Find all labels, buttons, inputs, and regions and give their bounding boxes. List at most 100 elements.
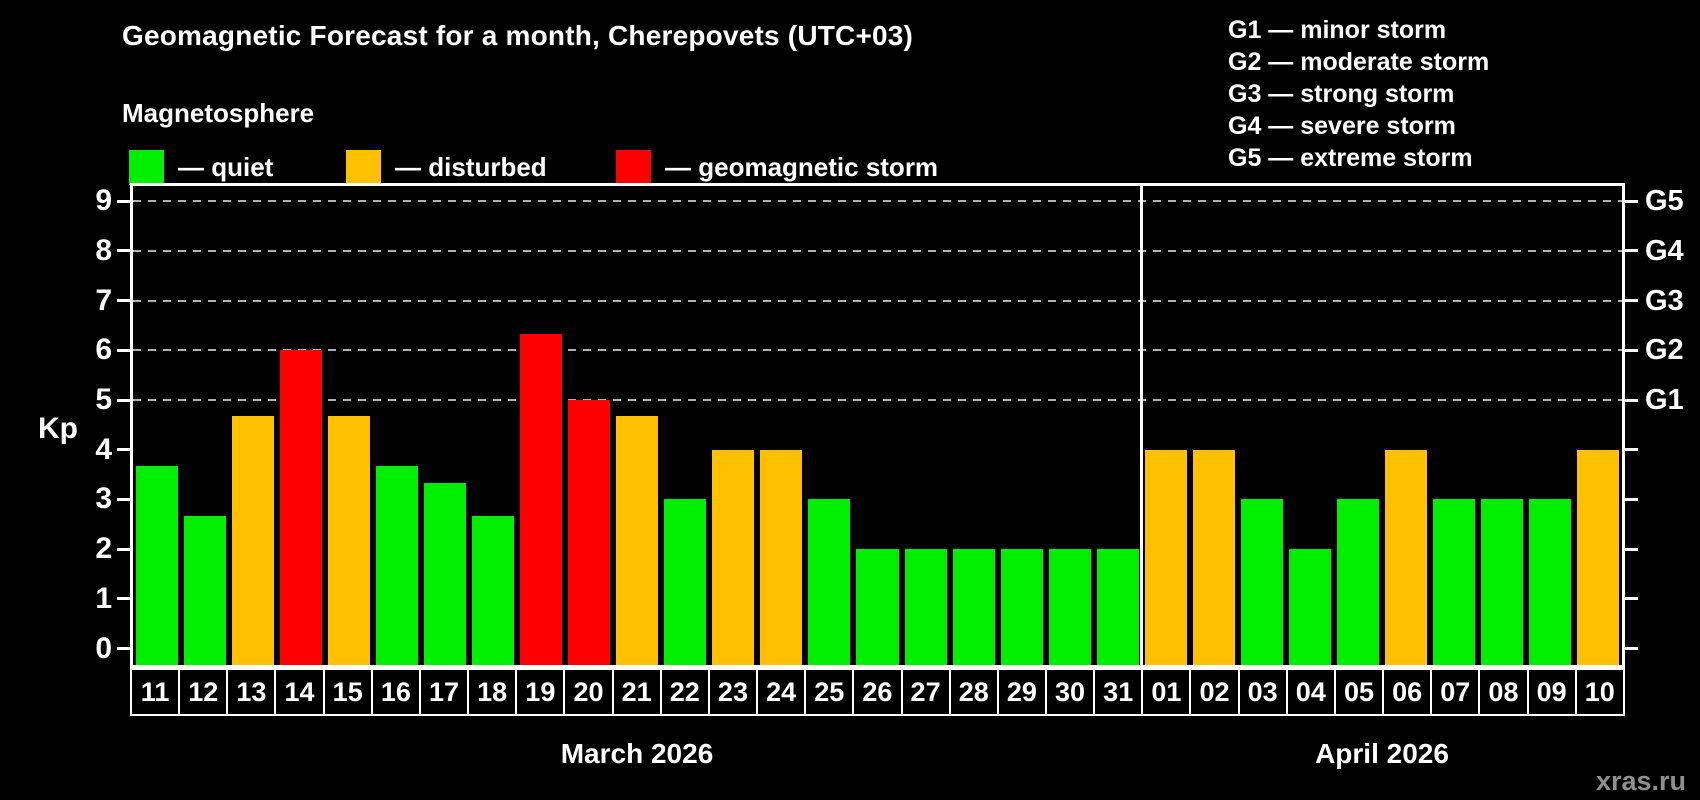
kp-bar-day-30 [1048,549,1091,665]
day-label-cell-21: 21 [613,668,662,716]
kp-bar-day-17 [424,483,467,665]
gridline-kp9 [133,200,1622,203]
disturbed-color-swatch [346,150,381,185]
y-axis-tick-label-9: 9 [95,184,112,218]
kp-bar-day-29 [1000,549,1043,665]
y-axis-title: Kp [38,412,78,445]
kp-bar-day-05 [1336,499,1379,665]
kp-bar-day-14 [280,350,323,665]
kp-bar-day-26 [856,549,899,665]
g3-legend-line: G3 — strong storm [1228,80,1455,108]
kp-bar-day-31 [1096,549,1139,665]
day-label-cell-08: 08 [1480,668,1529,716]
left-axis-tick [117,448,130,452]
y-axis-tick-label-2: 2 [95,532,112,566]
legend-label-storm: — geomagnetic storm [665,152,939,182]
day-label-cell-18: 18 [469,668,518,716]
kp-bar-day-02 [1192,449,1235,665]
day-label-cell-14: 14 [276,668,325,716]
day-label-cell-10: 10 [1576,668,1625,716]
right-axis-tick [1625,199,1638,203]
day-label-cell-27: 27 [902,668,951,716]
right-axis-tick [1625,647,1638,650]
storm-color-swatch [616,150,651,185]
kp-bar-day-21 [616,416,659,665]
left-axis-tick [117,398,130,402]
right-axis-label-G4: G4 [1645,234,1684,267]
y-axis-tick-label-1: 1 [95,581,112,615]
y-axis-tick-label-6: 6 [95,333,112,367]
g1-legend-line: G1 — minor storm [1228,16,1447,44]
watermark: xras.ru [1595,766,1686,796]
day-label-cell-20: 20 [565,668,614,716]
kp-bar-day-03 [1240,499,1283,665]
kp-bar-day-08 [1480,499,1523,665]
kp-bar-day-18 [472,515,515,665]
right-axis-tick [1625,398,1638,402]
gridline-kp6 [133,349,1622,352]
day-label-cell-12: 12 [180,668,229,716]
legend-label-disturbed: — disturbed [395,152,547,182]
kp-bar-day-28 [952,549,995,665]
y-axis-tick-label-4: 4 [95,432,112,466]
legend-item-quiet: — quiet [129,150,273,185]
magnetosphere-label: Magnetosphere [122,98,315,128]
left-axis-tick [117,249,130,253]
kp-bar-day-23 [712,449,755,665]
left-axis-tick [117,647,130,650]
y-axis-tick-label-5: 5 [95,383,112,416]
kp-bar-day-10 [1576,449,1619,665]
day-label-cell-05: 05 [1335,668,1385,716]
day-label-cell-16: 16 [372,668,421,716]
day-label-cell-25: 25 [806,668,855,716]
right-axis-label-G5: G5 [1645,185,1684,218]
kp-bar-day-15 [328,416,371,665]
kp-bar-day-22 [664,499,707,665]
y-axis-tick-label-7: 7 [95,283,112,317]
kp-bar-day-01 [1144,449,1187,665]
chart-title: Geomagnetic Forecast for a month, Cherep… [122,20,914,51]
kp-bar-day-12 [184,515,227,665]
day-label-cell-22: 22 [661,668,710,716]
gridline-kp5 [133,399,1622,401]
kp-bar-day-25 [808,499,851,665]
right-axis-tick [1625,497,1638,501]
y-axis-tick-label-0: 0 [95,631,112,665]
gridline-kp8 [133,249,1622,252]
right-axis-tick [1625,597,1638,601]
day-label-cell-15: 15 [324,668,373,716]
g2-legend-line: G2 — moderate storm [1228,48,1490,76]
gridline-kp7 [133,299,1622,302]
g4-legend-line: G4 — severe storm [1228,112,1456,140]
legend-label-quiet: — quiet [178,152,274,182]
kp-bar-day-24 [760,449,803,665]
day-label-cell-01: 01 [1143,668,1192,716]
y-axis-tick-label-3: 3 [95,482,112,516]
day-label-cell-03: 03 [1239,668,1288,716]
quiet-color-swatch [129,150,164,185]
day-label-cell-30: 30 [1046,668,1096,716]
right-axis-tick [1625,299,1638,303]
right-axis-label-G3: G3 [1645,284,1684,317]
kp-bar-day-27 [904,549,947,665]
month-separator-line [1140,186,1144,665]
day-label-cell-02: 02 [1191,668,1240,716]
left-axis-tick [117,199,130,203]
month-label-april: April 2026 [1315,738,1449,769]
day-label-cell-06: 06 [1384,668,1433,716]
day-label-cell-13: 13 [228,668,277,716]
left-axis-tick [117,348,130,352]
month-label-march: March 2026 [560,738,714,769]
day-label-cell-17: 17 [420,668,470,716]
legend-item-storm: — geomagnetic storm [616,150,938,185]
y-axis-tick-label-8: 8 [95,233,112,267]
day-label-cell-28: 28 [950,668,999,716]
left-axis-tick [117,299,130,303]
kp-bar-day-06 [1384,449,1427,665]
kp-bar-day-13 [232,416,275,665]
left-axis-tick [117,497,130,501]
kp-bar-day-16 [376,466,419,665]
right-axis-tick [1625,249,1638,253]
day-label-cell-04: 04 [1287,668,1336,716]
